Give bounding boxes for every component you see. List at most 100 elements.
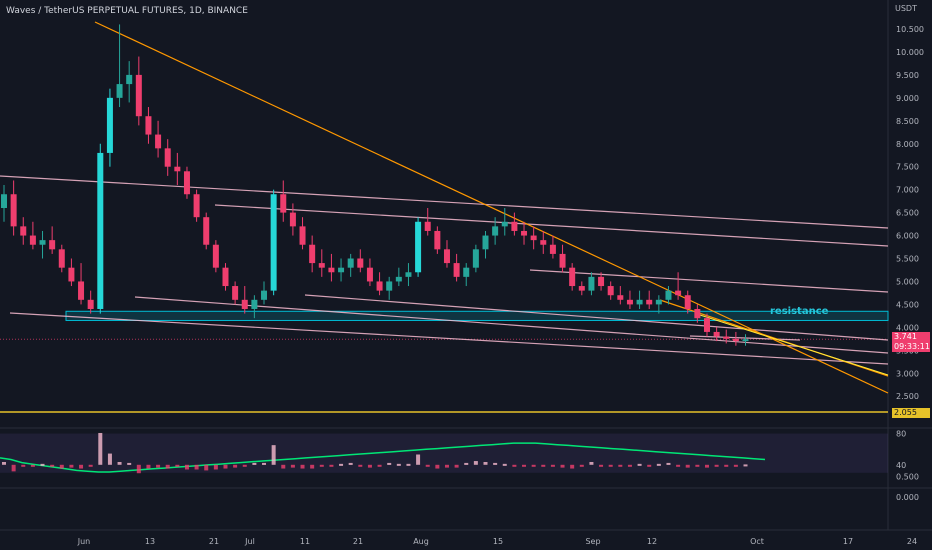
resistance-zone [65, 310, 889, 321]
candle-body [347, 258, 354, 268]
candle-body [261, 290, 268, 300]
pane3-tick-label: 0.000 [896, 493, 919, 502]
candle-body [463, 267, 470, 277]
candle-body [78, 281, 85, 300]
osc-bar [560, 464, 565, 468]
osc-bar [2, 461, 6, 465]
y-tick-label: 5.500 [896, 255, 919, 264]
osc-bar [319, 464, 324, 467]
candle-body [646, 299, 653, 305]
osc-bar [300, 464, 305, 469]
candle-body [376, 281, 383, 291]
candle-body [492, 226, 499, 236]
candle-body [530, 235, 537, 241]
osc-bar [550, 464, 555, 467]
candle-body [453, 263, 460, 277]
resistance-label: resistance [770, 306, 829, 317]
x-tick-label: 17 [843, 537, 853, 546]
osc-bar [685, 464, 690, 468]
candle-body [328, 267, 335, 273]
osc-bar [483, 461, 488, 465]
candle-body [578, 286, 585, 291]
y-tick-label: 7.000 [896, 186, 919, 195]
candle-body [675, 290, 682, 296]
osc-bar [11, 464, 16, 472]
candle-body [588, 276, 595, 291]
osc-bar [184, 464, 189, 470]
osc-bar [531, 464, 536, 467]
last-price-tag: 3.741 09:33:11 [892, 332, 930, 352]
candle-body [280, 194, 287, 213]
candle-body [415, 221, 422, 273]
candle-body [68, 267, 75, 282]
candle-body [472, 249, 479, 268]
candle-body [357, 258, 364, 268]
osc-bar [194, 464, 199, 470]
x-tick-label: 21 [353, 537, 363, 546]
candle-body [443, 249, 450, 264]
osc-bar [724, 464, 729, 467]
osc-bar [136, 464, 141, 474]
osc-bar [676, 464, 681, 467]
osc-bar [666, 462, 671, 465]
x-tick-label: 11 [300, 537, 310, 546]
osc-bar [637, 463, 642, 466]
candle-body [434, 230, 441, 250]
candle-body [626, 299, 633, 305]
candle-body [549, 244, 556, 254]
candle-body [309, 244, 316, 264]
candle-body [607, 286, 614, 296]
osc-bar [589, 461, 594, 465]
candle-body [511, 221, 518, 231]
osc-bar [117, 461, 122, 465]
candle-body [598, 276, 605, 287]
x-tick-label: 12 [647, 537, 657, 546]
candle-body [145, 116, 152, 135]
candle-body [713, 331, 720, 337]
currency-label: USDT [895, 4, 917, 13]
y-tick-label: 6.000 [896, 232, 919, 241]
osc-bar [271, 445, 276, 465]
candle-body [126, 74, 133, 85]
osc-bar [156, 464, 161, 468]
osc-tick-label: 40 [896, 461, 906, 470]
support-price-tag: 2.055 [892, 408, 930, 418]
channel-line [529, 269, 889, 293]
x-tick-label: 15 [493, 537, 503, 546]
channel-line [304, 294, 889, 341]
candle-body [164, 148, 171, 167]
candle-body [521, 230, 528, 236]
channel-line [214, 204, 889, 247]
trend-line-yellow [699, 314, 889, 376]
candle-body [732, 338, 739, 342]
candle-body [10, 194, 17, 227]
candle-body [251, 299, 258, 309]
candle-body [559, 253, 566, 268]
osc-bar [464, 462, 469, 465]
osc-bar [175, 464, 180, 467]
last-price-value: 3.741 [894, 332, 917, 341]
x-tick-label: Aug [413, 537, 429, 546]
osc-bar [387, 462, 392, 465]
osc-band [0, 433, 888, 473]
osc-bar [242, 464, 247, 467]
candle-body [270, 194, 277, 291]
candle-body [694, 308, 701, 319]
osc-bar [40, 463, 45, 466]
candle-body [49, 240, 56, 250]
osc-bar [348, 462, 353, 465]
osc-bar [627, 464, 632, 467]
osc-bar [98, 432, 103, 465]
y-tick-label: 9.000 [896, 94, 919, 103]
osc-bar [502, 463, 507, 466]
candle-body [289, 212, 296, 227]
y-tick-label: 9.500 [896, 71, 919, 80]
osc-bar [30, 464, 35, 467]
osc-bar [444, 464, 449, 468]
osc-bar [618, 464, 623, 467]
osc-bar [733, 464, 738, 467]
candle-body [241, 299, 248, 309]
osc-bar [223, 464, 228, 469]
candle-body [20, 226, 27, 236]
